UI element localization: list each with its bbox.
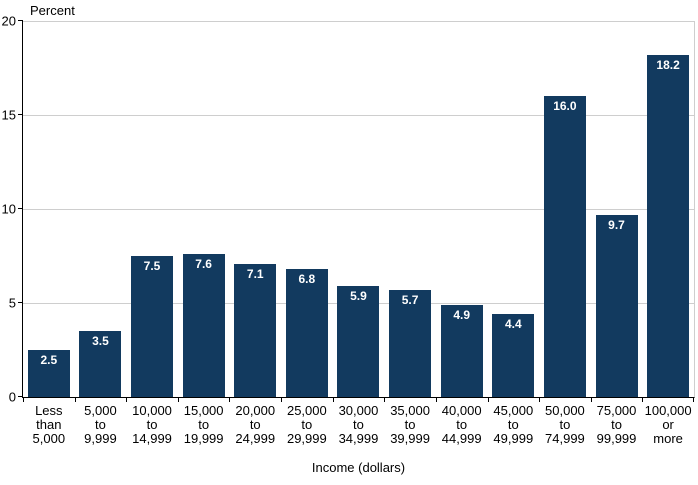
x-tick-mark [229,397,231,402]
bar: 18.2 [647,54,690,397]
bar-value-label: 5.9 [350,289,367,304]
bar: 3.5 [79,331,122,397]
y-tick-mark [18,20,23,21]
bar-slot: 7.6 [178,21,230,397]
x-tick-mark [435,397,437,402]
x-tick-mark [590,397,592,402]
y-tick-label: 5 [8,295,16,311]
y-tick-label: 15 [1,107,16,123]
x-category-label: 15,000 to 19,999 [183,403,224,446]
bar-value-label: 3.5 [92,334,109,349]
bar-slot: 2.5 [23,21,75,397]
bar-slot: 3.5 [75,21,127,397]
bar-slot: 6.8 [281,21,333,397]
bar-value-label: 18.2 [656,57,680,72]
x-category-label: 35,000 to 39,999 [390,403,430,446]
bar: 5.9 [337,286,380,397]
x-tick-mark [281,397,283,402]
gridline [23,115,694,116]
x-category-label: 75,000 to 99,999 [596,403,637,446]
y-axis-title: Percent [30,3,75,18]
x-tick-mark [487,397,489,402]
bar-value-label: 4.9 [453,307,471,322]
y-tick-mark [18,114,23,115]
bar-slot: 4.9 [436,21,488,397]
x-category-label: 50,000 to 74,999 [545,403,585,446]
bar-value-label: 5.7 [401,292,419,307]
x-category-label: 25,000 to 29,999 [286,403,327,446]
x-labels-container: Less than 5,000 5,000 to 9,999 10,000 to 14,999 1… [23,404,694,446]
bar-slot: 16.0 [539,21,591,397]
bar-value-label: 4.4 [504,317,522,332]
x-category-label: 5,000 to 9,999 [84,403,117,446]
x-tick-mark [642,397,644,402]
gridline [23,21,694,22]
bar: 16.0 [543,96,586,397]
x-tick-mark [384,397,386,402]
y-tick-label: 20 [1,13,16,29]
y-tick-mark [18,302,23,303]
x-category-label: 10,000 to 14,999 [132,403,172,446]
bar-slot: 5.7 [384,21,436,397]
bar-slot: 7.5 [126,21,178,397]
bar-value-label: 7.1 [246,266,264,281]
x-category-label: Less than 5,000 [32,403,66,446]
y-tick-label: 0 [8,389,16,405]
bar-value-label: 6.8 [298,272,316,287]
bar-slot: 4.4 [487,21,539,397]
x-tick-mark [332,397,334,402]
bar-value-label: 7.5 [143,259,161,273]
bar: 6.8 [285,269,328,397]
x-category-label: 100,000 or more [644,403,692,446]
x-tick-mark [74,397,76,402]
x-tick-mark [23,397,24,402]
bar: 4.9 [440,304,483,397]
x-tick-mark [126,397,128,402]
bar: 2.5 [27,350,70,397]
bar-value-label: 9.7 [608,217,625,232]
x-axis-title: Income (dollars) [311,460,406,475]
bar-value-label: 7.6 [195,257,212,272]
bar-slot: 9.7 [591,21,643,397]
bars-container: 2.5 3.5 7.5 7.6 7.1 6.8 5.9 5.7 4.9 4.4 16.0 9.7 18.… [23,21,694,397]
x-tick-mark [539,397,541,402]
x-tick-mark [177,397,179,402]
x-tick-mark [693,397,694,402]
bar: 9.7 [595,214,638,397]
gridline [23,209,694,210]
bar-value-label: 16.0 [553,99,577,114]
plot-area: 2.5 3.5 7.5 7.6 7.1 6.8 5.9 5.7 4.9 4.4 16.0 9.7 18.… [2,14,695,446]
x-category-label: 45,000 to 49,999 [493,403,534,446]
x-category-label: 30,000 to 34,999 [338,403,379,446]
bar-slot: 18.2 [642,21,694,397]
bar: 7.5 [131,256,174,397]
bar: 7.6 [182,254,225,397]
bar: 5.7 [389,289,432,397]
x-category-label: 20,000 to 24,999 [235,403,276,446]
bar-slot: 7.1 [229,21,281,397]
bar: 7.1 [234,263,277,397]
bar-slot: 5.9 [333,21,385,397]
bar-value-label: 2.5 [40,353,58,367]
y-tick-mark [18,208,23,209]
y-tick-mark [18,396,23,397]
x-ticks-container [23,397,694,402]
x-category-label: 40,000 to 44,999 [441,403,482,446]
bar: 4.4 [492,314,535,397]
y-tick-label: 10 [1,201,16,217]
